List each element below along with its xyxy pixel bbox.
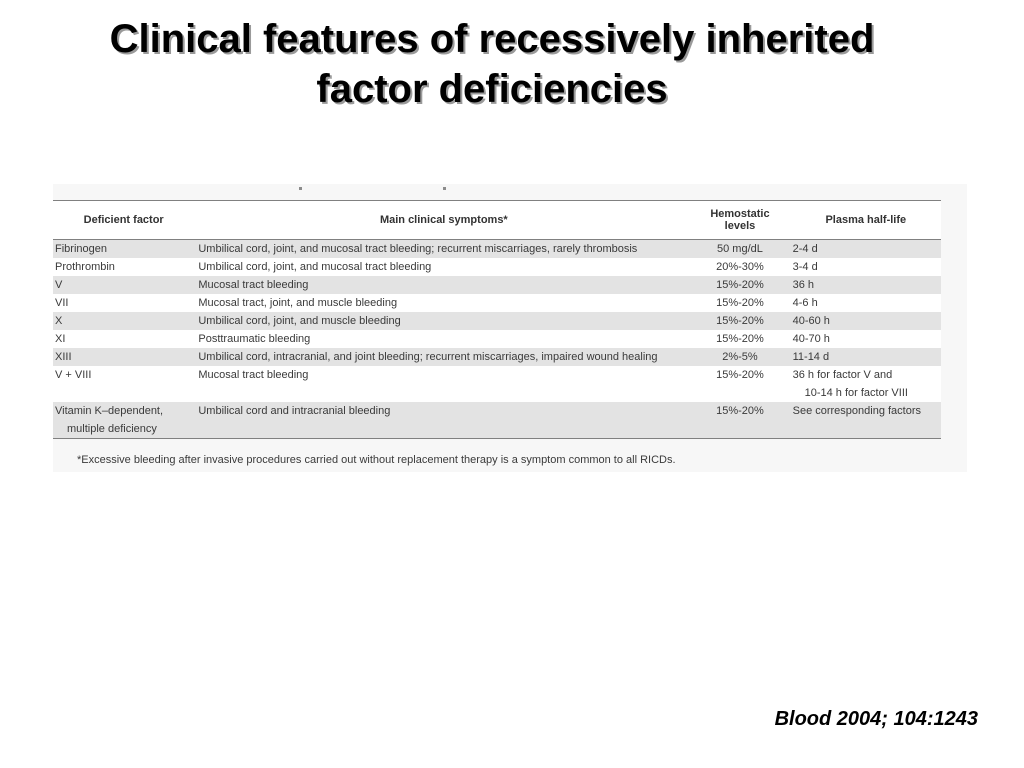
cell-symptoms: Posttraumatic bleeding — [194, 330, 694, 348]
table-row-factor-v: V Mucosal tract bleeding 15%-20% 36 h — [53, 276, 941, 294]
factor-deficiency-table: Deficient factor Main clinical symptoms*… — [53, 200, 941, 439]
cell-half-life: 36 h — [786, 276, 941, 294]
table-row-fibrinogen: Fibrinogen Umbilical cord, joint, and mu… — [53, 239, 941, 258]
citation: Blood 2004; 104:1243 — [774, 708, 978, 730]
cell-levels: 15%-20% — [693, 312, 787, 330]
table-row-prothrombin: Prothrombin Umbilical cord, joint, and m… — [53, 258, 941, 276]
cropped-caption-remnant — [293, 187, 493, 191]
table-row-factor-v-viii: V + VIII Mucosal tract bleeding 15%-20% … — [53, 366, 941, 402]
cell-factor: XI — [53, 330, 195, 348]
cell-levels: 15%-20% — [693, 294, 787, 312]
cell-symptoms: Mucosal tract bleeding — [194, 366, 694, 402]
cell-half-life: See corresponding factors — [786, 402, 941, 439]
half-life-line-1: 36 h for factor V and — [792, 369, 893, 381]
cell-symptoms: Umbilical cord, intracranial, and joint … — [194, 348, 694, 366]
table-row-factor-xiii: XIII Umbilical cord, intracranial, and j… — [53, 348, 941, 366]
cell-half-life: 3-4 d — [786, 258, 941, 276]
cell-levels: 20%-30% — [693, 258, 787, 276]
cell-half-life: 2-4 d — [786, 239, 941, 258]
header-plasma-half-life: Plasma half-life — [786, 200, 941, 240]
slide-title-line-1: Clinical features of recessively inherit… — [109, 17, 875, 61]
cell-half-life: 11-14 d — [786, 348, 941, 366]
slide-title: Clinical features of recessively inherit… — [20, 14, 964, 114]
header-levels-line-2: levels — [724, 220, 756, 232]
cell-symptoms: Umbilical cord, joint, and muscle bleedi… — [194, 312, 694, 330]
cell-factor: XIII — [53, 348, 195, 366]
cell-half-life: 4-6 h — [786, 294, 941, 312]
cell-factor: V — [53, 276, 195, 294]
factor-line-1: Vitamin K–dependent, — [55, 405, 164, 417]
cell-half-life: 40-60 h — [786, 312, 941, 330]
table-row-factor-x: X Umbilical cord, joint, and muscle blee… — [53, 312, 941, 330]
cell-factor: Fibrinogen — [53, 239, 195, 258]
cell-levels: 15%-20% — [693, 366, 787, 402]
cell-symptoms: Umbilical cord, joint, and mucosal tract… — [194, 239, 694, 258]
header-hemostatic-levels: Hemostatic levels — [693, 200, 787, 240]
header-row: Deficient factor Main clinical symptoms*… — [53, 200, 941, 240]
table-body: Fibrinogen Umbilical cord, joint, and mu… — [53, 239, 941, 439]
table-header: Deficient factor Main clinical symptoms*… — [53, 200, 941, 240]
header-deficient-factor: Deficient factor — [53, 200, 195, 240]
header-main-clinical-symptoms: Main clinical symptoms* — [194, 200, 694, 240]
cell-levels: 50 mg/dL — [693, 239, 787, 258]
table-figure: Deficient factor Main clinical symptoms*… — [53, 184, 967, 472]
table-row-factor-vii: VII Mucosal tract, joint, and muscle ble… — [53, 294, 941, 312]
header-levels-line-1: Hemostatic — [710, 208, 770, 220]
cell-factor: Prothrombin — [53, 258, 195, 276]
cell-half-life: 36 h for factor V and 10-14 h for factor… — [786, 366, 941, 402]
cell-symptoms: Mucosal tract, joint, and muscle bleedin… — [194, 294, 694, 312]
cell-levels: 15%-20% — [693, 330, 787, 348]
cell-symptoms: Umbilical cord and intracranial bleeding — [194, 402, 694, 439]
cell-factor: VII — [53, 294, 195, 312]
table-row-vitamin-k-dependent: Vitamin K–dependent, multiple deficiency… — [53, 402, 941, 439]
table-row-factor-xi: XI Posttraumatic bleeding 15%-20% 40-70 … — [53, 330, 941, 348]
cell-factor: Vitamin K–dependent, multiple deficiency — [53, 402, 195, 439]
table-footnote: *Excessive bleeding after invasive proce… — [77, 454, 676, 466]
cell-symptoms: Umbilical cord, joint, and mucosal tract… — [194, 258, 694, 276]
cell-symptoms: Mucosal tract bleeding — [194, 276, 694, 294]
half-life-line-2: 10-14 h for factor VIII — [804, 387, 908, 399]
cell-levels: 15%-20% — [693, 276, 787, 294]
cell-factor: X — [53, 312, 195, 330]
cell-half-life: 40-70 h — [786, 330, 941, 348]
slide-title-line-2: factor deficiencies — [316, 67, 668, 111]
cell-levels: 2%-5% — [693, 348, 787, 366]
cell-levels: 15%-20% — [693, 402, 787, 439]
factor-line-2: multiple deficiency — [67, 423, 157, 435]
cell-factor: V + VIII — [53, 366, 195, 402]
